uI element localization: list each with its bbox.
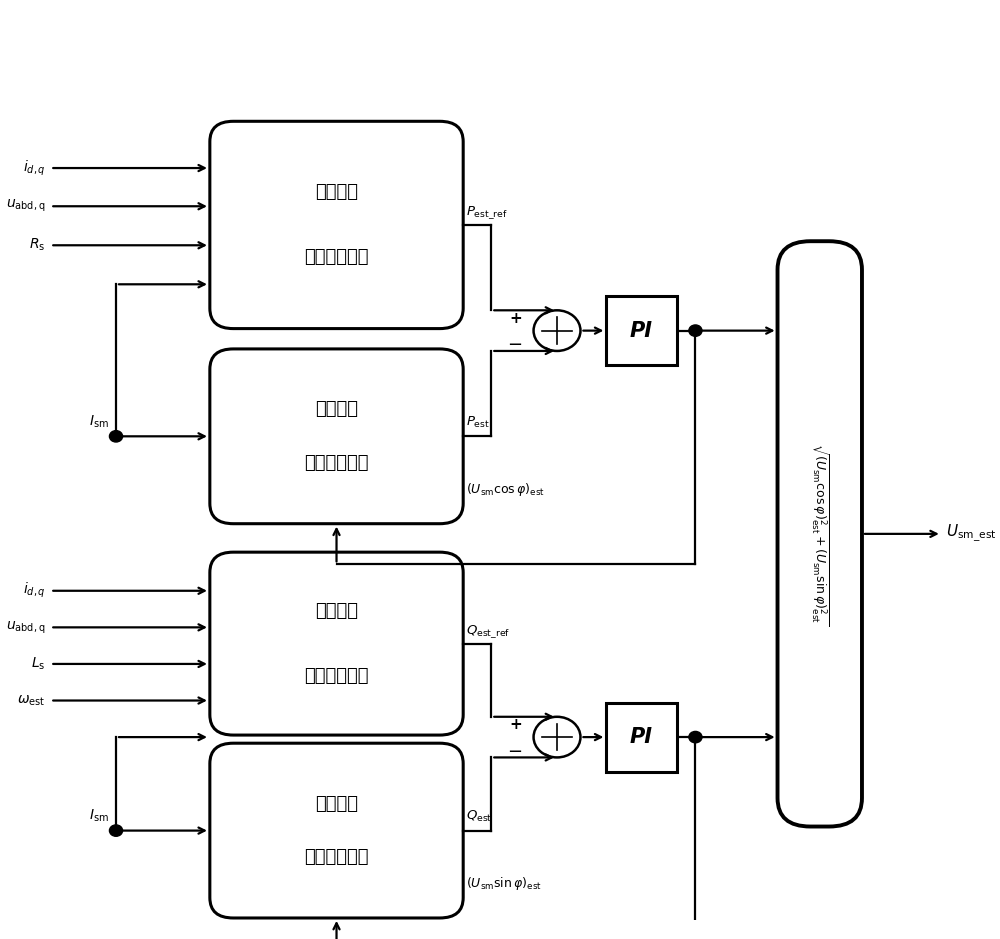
Text: $\omega_{\rm est}$: $\omega_{\rm est}$ (17, 693, 46, 708)
Circle shape (109, 431, 123, 442)
Text: $L_{\rm s}$: $L_{\rm s}$ (31, 655, 46, 672)
Text: $i_{d,q}$: $i_{d,q}$ (23, 581, 46, 600)
Text: PI: PI (630, 727, 653, 747)
Text: 无功功率计算: 无功功率计算 (304, 667, 369, 685)
Circle shape (109, 824, 123, 837)
FancyBboxPatch shape (778, 241, 862, 826)
Bar (606, 702, 677, 772)
Text: 可调模型: 可调模型 (315, 794, 358, 813)
Text: $I_{\rm sm}$: $I_{\rm sm}$ (89, 808, 109, 824)
Text: −: − (507, 743, 522, 761)
Text: $u_{\rm abd,q}$: $u_{\rm abd,q}$ (6, 619, 46, 636)
FancyBboxPatch shape (210, 121, 463, 329)
Text: $R_{\rm s}$: $R_{\rm s}$ (29, 237, 46, 254)
FancyBboxPatch shape (210, 349, 463, 524)
Text: $P_{\rm est\_ref}$: $P_{\rm est\_ref}$ (466, 204, 508, 221)
Text: $(U_{\rm sm}\cos\varphi)_{\rm est}$: $(U_{\rm sm}\cos\varphi)_{\rm est}$ (466, 481, 545, 498)
Text: +: + (510, 311, 522, 326)
FancyBboxPatch shape (210, 552, 463, 735)
Text: 可调模型: 可调模型 (315, 401, 358, 419)
Text: −: − (507, 336, 522, 354)
Text: 参考模型: 参考模型 (315, 602, 358, 620)
Text: $I_{\rm sm}$: $I_{\rm sm}$ (89, 413, 109, 430)
Text: $u_{\rm abd,q}$: $u_{\rm abd,q}$ (6, 198, 46, 214)
Text: PI: PI (630, 320, 653, 341)
Text: $\sqrt{(U_{\rm sm}\cos\varphi)^2_{\rm est}+(U_{\rm sm}\sin\varphi)^2_{\rm est}}$: $\sqrt{(U_{\rm sm}\cos\varphi)^2_{\rm es… (809, 443, 830, 625)
Text: +: + (510, 717, 522, 732)
Text: $P_{\rm est}$: $P_{\rm est}$ (466, 415, 490, 430)
Text: 参考模型: 参考模型 (315, 183, 358, 202)
Circle shape (689, 325, 702, 336)
Bar (606, 296, 677, 365)
Text: 有功功率计算: 有功功率计算 (304, 249, 369, 267)
Text: 无功功率计算: 无功功率计算 (304, 849, 369, 867)
Text: $Q_{\rm est}$: $Q_{\rm est}$ (466, 809, 492, 824)
Circle shape (534, 310, 580, 351)
Text: $Q_{\rm est\_ref}$: $Q_{\rm est\_ref}$ (466, 623, 510, 639)
Circle shape (689, 731, 702, 743)
Text: $(U_{\rm sm}\sin\varphi)_{\rm est}$: $(U_{\rm sm}\sin\varphi)_{\rm est}$ (466, 875, 542, 892)
Circle shape (534, 716, 580, 758)
Text: $U_{\rm sm\_est}$: $U_{\rm sm\_est}$ (946, 523, 997, 545)
FancyBboxPatch shape (210, 743, 463, 918)
Text: $i_{d,q}$: $i_{d,q}$ (23, 159, 46, 177)
Text: 有功功率计算: 有功功率计算 (304, 454, 369, 472)
